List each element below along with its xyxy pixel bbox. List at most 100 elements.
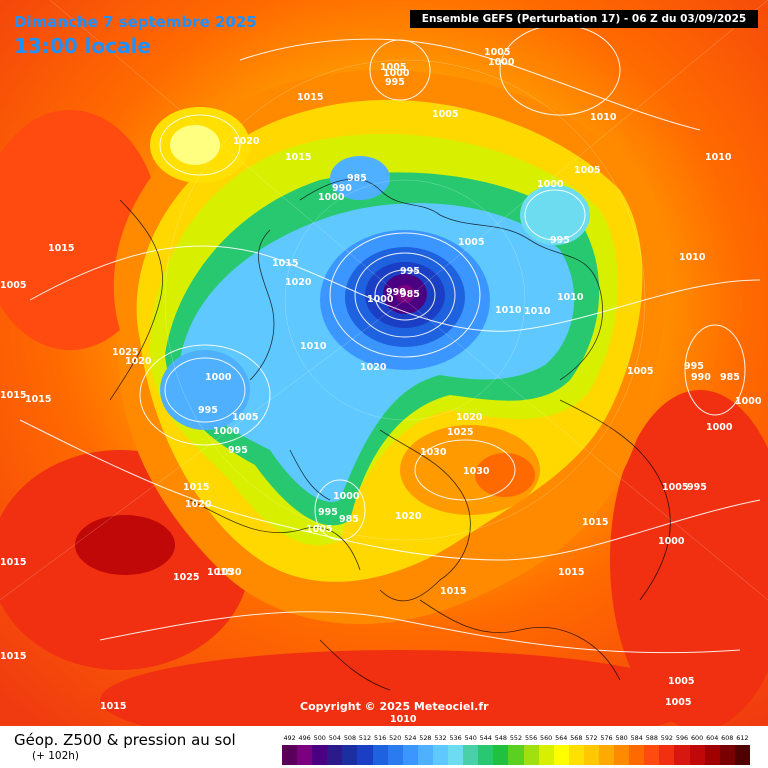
pressure-label: 1015 [558,567,584,578]
pressure-label: 995 [385,77,405,88]
pressure-label: 1015 [0,651,26,662]
color-scale-swatch [448,745,464,765]
color-scale-swatch [644,745,660,765]
color-scale-tick-label: 600 [690,734,704,742]
pressure-label: 1000 [488,57,515,68]
pressure-label: 1020 [185,499,212,510]
pressure-label: 1015 [582,517,608,528]
pressure-label: 995 [198,405,218,416]
color-scale-tick-label: 504 [328,734,341,742]
color-scale-tick-label: 512 [358,734,372,742]
color-scale-tick-label: 536 [449,734,462,742]
color-scale-swatch [432,745,449,765]
pressure-label: 1010 [679,252,706,263]
color-scale-bar [282,745,750,765]
pressure-label: 1015 [0,390,26,401]
pressure-label: 1010 [705,152,732,163]
color-scale-swatch [704,745,720,765]
pressure-label: 985 [720,372,740,383]
pressure-label: 1000 [735,396,762,407]
color-scale-tick-label: 604 [706,734,719,742]
color-scale-swatch [282,745,298,765]
pressure-label: 1020 [360,362,387,373]
pressure-label: 990 [332,183,352,194]
color-scale-tick-label: 492 [283,734,296,742]
forecast-local-time: 13:00 locale [14,34,151,58]
pressure-label: 1000 [706,422,733,433]
legend-footer: Géop. Z500 & pression au sol (+ 102h) 49… [0,726,768,768]
pressure-label: 1015 [272,258,298,269]
pressure-label: 1000 [318,192,345,203]
pressure-label: 1010 [524,306,551,317]
forecast-lead-time: (+ 102h) [32,750,80,762]
color-scale-tick-label: 528 [419,734,432,742]
graticule [0,0,768,600]
pressure-label: 1005 [665,697,691,708]
color-scale-swatch [463,745,479,765]
color-scale-swatch [598,745,615,765]
color-scale-swatch [674,745,690,765]
color-scale-swatch [357,745,373,765]
color-scale-tick-label: 588 [645,734,658,742]
color-scale-tick-label: 584 [630,734,643,742]
pressure-label: 1030 [215,567,242,578]
color-scale-tick-label: 524 [404,734,417,742]
height-field [520,185,590,245]
copyright-notice: Copyright © 2025 Meteociel.fr [300,700,489,713]
color-scale-swatch [327,745,343,765]
weather-map: 1005 1000 1005 1000 995 1015 1020 1015 9… [0,0,768,726]
pressure-label: 1010 [390,714,417,725]
color-scale-tick-label: 592 [660,734,673,742]
pressure-label: 1025 [447,427,473,438]
pressure-label: 1000 [383,68,410,79]
pressure-label: 1015 [285,152,311,163]
color-scale-swatch [553,745,569,765]
pressure-label: 1020 [125,356,152,367]
pressure-label: 1010 [557,292,584,303]
pressure-label: 1015 [48,243,74,254]
height-field [160,350,250,430]
pressure-label: 1025 [112,347,138,358]
pressure-label: 1015 [183,482,209,493]
color-scale-swatch [402,745,418,765]
color-scale-swatch [614,745,630,765]
color-scale-tick-label: 520 [389,734,402,742]
pressure-label: 1000 [333,491,360,502]
pressure-label: 1005 [668,676,694,687]
pressure-label: 1005 [232,412,258,423]
color-scale-tick-label: 560 [540,734,553,742]
color-scale-swatch [493,745,509,765]
color-scale-tick-label: 596 [675,734,689,742]
color-scale-swatch [689,745,705,765]
color-scale-tick-label: 540 [464,734,477,742]
height-field [170,125,220,165]
pressure-label: 990 [691,372,711,383]
pressure-label: 1015 [0,557,26,568]
pressure-labels: 1005 1000 1005 1000 995 1015 1020 1015 9… [0,47,762,725]
color-scale-swatch [387,745,403,765]
color-scale-swatch [583,745,599,765]
pressure-label: 1010 [590,112,617,123]
color-scale-tick-label: 576 [600,734,613,742]
pressure-label: 1005 [484,47,510,58]
pressure-label: 1015 [440,586,466,597]
color-scale-tick-label: 552 [509,734,523,742]
pressure-label: 1015 [25,394,51,405]
color-scale-swatch [568,745,584,765]
pressure-label: 1010 [300,341,327,352]
pressure-label: 995 [318,507,338,518]
height-field [330,156,390,200]
pressure-label: 1005 [306,524,332,535]
pressure-label: 985 [400,289,420,300]
color-scale-swatch [508,745,524,765]
color-scale-swatch [629,745,645,765]
pressure-label: 1010 [495,305,522,316]
color-scale-labels: 492 496 500 504 508 512 516 520 524 528 532 536 540 5… [282,734,750,744]
pressure-label: 985 [347,173,367,184]
color-scale-swatch [372,745,388,765]
color-scale-swatch [734,745,750,765]
color-scale-swatch [342,745,358,765]
pressure-label: 1025 [173,572,199,583]
pressure-label: 1015 [297,92,323,103]
pressure-label: 1005 [574,165,600,176]
